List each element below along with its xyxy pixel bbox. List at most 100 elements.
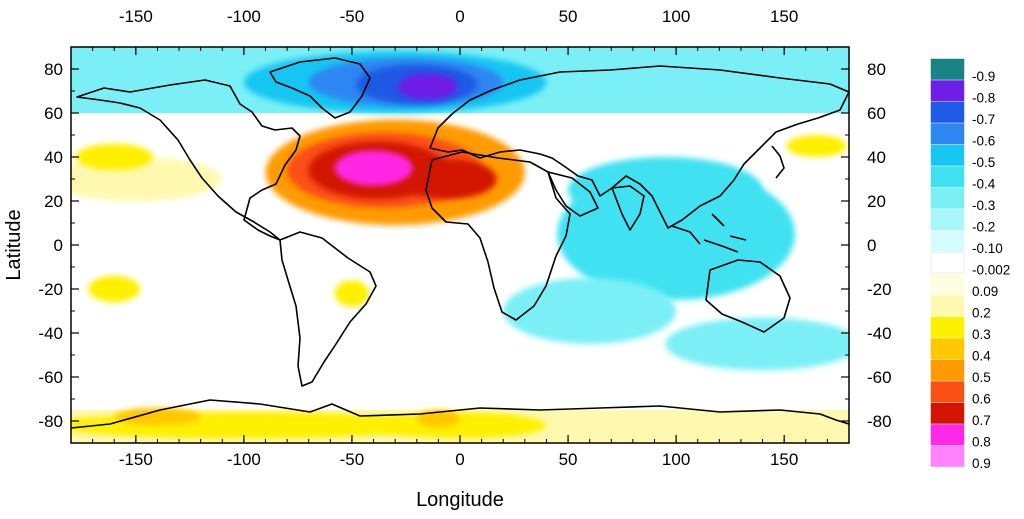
colorbar-label: 0.6 <box>972 392 991 407</box>
x-axis-label: Longitude <box>416 489 504 511</box>
south-america-coastline <box>279 231 377 387</box>
maritime-islands-coastline <box>671 213 747 253</box>
x-tick-label-bottom: 50 <box>559 450 578 469</box>
antarctica-coastline <box>71 399 849 429</box>
colorbar-swatch <box>930 123 965 145</box>
field-contour-8 <box>397 73 458 100</box>
colorbar-label: 0.3 <box>972 327 991 342</box>
colorbar-swatch <box>930 230 965 252</box>
y-tick-label-left: 60 <box>44 104 63 123</box>
axes: -150 -150 -100 -100 -50 -50 0 0 50 50 100 100 150 150… <box>38 7 891 469</box>
colorbar-swatch <box>930 187 965 209</box>
colorbar-label: 0.5 <box>972 370 991 385</box>
colorbar-label: -0.4 <box>972 177 996 192</box>
y-tick-label-left: 40 <box>44 148 63 167</box>
colorbar-swatch <box>930 316 965 338</box>
field-contour-19 <box>114 407 201 426</box>
field-contour-16 <box>88 275 141 303</box>
colorbar-label: 0.7 <box>972 413 991 428</box>
colorbar: -0.9 -0.8 -0.7 -0.6 -0.5 -0.4 -0.3 -0.2 -0.10 -0.… <box>930 58 1010 471</box>
colorbar-swatch <box>930 101 965 123</box>
colorbar-swatch <box>930 402 965 424</box>
y-tick-label-right: 80 <box>867 60 886 79</box>
colorbar-swatch <box>930 359 965 381</box>
colorbar-label: 0.2 <box>972 306 991 321</box>
field-contour-14 <box>75 143 154 171</box>
coastlines <box>71 57 849 429</box>
colorbar-swatch <box>930 445 965 467</box>
eurasia-coastline <box>429 65 849 229</box>
x-tick-label-top: -100 <box>227 7 261 26</box>
y-tick-label-left: -40 <box>38 324 63 343</box>
x-tick-label-bottom: 100 <box>662 450 690 469</box>
y-tick-label-left: -80 <box>38 412 63 431</box>
y-tick-label-right: -20 <box>867 280 892 299</box>
y-axis-label: Latitude <box>3 209 25 280</box>
y-tick-label-right: -40 <box>867 324 892 343</box>
y-tick-label-left: 20 <box>44 192 63 211</box>
x-tick-label-bottom: -50 <box>340 450 365 469</box>
y-tick-label-left: -60 <box>38 368 63 387</box>
colorbar-swatch <box>930 424 965 446</box>
x-tick-label-top: 150 <box>770 7 798 26</box>
colorbar-label: -0.3 <box>972 198 995 213</box>
colorbar-label: -0.2 <box>972 220 995 235</box>
colorbar-label: -0.9 <box>972 69 995 84</box>
y-tick-label-right: 60 <box>867 104 886 123</box>
y-tick-label-left: 0 <box>54 236 63 255</box>
field-contour-20 <box>373 412 547 439</box>
field-contour-22 <box>589 414 849 437</box>
x-tick-label-bottom: -150 <box>119 450 153 469</box>
x-tick-label-top: 100 <box>662 7 690 26</box>
field-contour-15 <box>786 135 847 157</box>
greenland-coastline <box>269 57 371 119</box>
field-contour-10 <box>568 157 763 223</box>
field-contour-4 <box>334 150 413 186</box>
colorbar-label: -0.8 <box>972 91 995 106</box>
field-contour-11 <box>503 278 677 344</box>
x-tick-label-bottom: -100 <box>227 450 261 469</box>
y-tick-label-left: -20 <box>38 280 63 299</box>
x-tick-label-top: -50 <box>340 7 365 26</box>
colorbar-swatch <box>930 209 965 231</box>
colorbar-swatch <box>930 80 965 102</box>
colorbar-label: 0.09 <box>972 284 998 299</box>
colorbar-swatch <box>930 252 965 274</box>
colorbar-label: 0.9 <box>972 456 991 471</box>
colorbar-swatch <box>930 338 965 360</box>
y-tick-label-left: 80 <box>44 60 63 79</box>
field-contour-17 <box>334 280 370 307</box>
x-tick-label-top: 0 <box>455 7 464 26</box>
colorbar-swatch <box>930 273 965 295</box>
y-tick-label-right: 40 <box>867 148 886 167</box>
y-tick-label-right: 20 <box>867 192 886 211</box>
field-contour-12 <box>665 317 849 371</box>
colorbar-swatch <box>930 166 965 188</box>
north-america-coastline <box>76 79 301 241</box>
colorbar-label: -0.7 <box>972 112 995 127</box>
colorbar-label: 0.8 <box>972 435 991 450</box>
colorbar-swatch <box>930 58 965 80</box>
colorbar-label: -0.6 <box>972 134 995 149</box>
x-tick-label-top: 50 <box>559 7 578 26</box>
colorbar-swatch <box>930 381 965 403</box>
y-tick-label-right: -80 <box>867 412 892 431</box>
y-tick-label-right: -60 <box>867 368 892 387</box>
colorbar-label: -0.10 <box>972 241 1003 256</box>
india-coastline <box>611 185 645 231</box>
colorbar-swatch <box>930 144 965 166</box>
x-tick-label-bottom: 0 <box>455 450 464 469</box>
colorbar-label: 0.4 <box>972 349 991 364</box>
colorbar-swatch <box>930 295 965 317</box>
y-tick-label-right: 0 <box>867 236 876 255</box>
africa-coastline <box>425 151 571 321</box>
colorbar-label: -0.002 <box>972 263 1010 278</box>
x-tick-label-bottom: 150 <box>770 450 798 469</box>
australia-coastline <box>705 259 791 333</box>
field-contour-21 <box>416 410 460 428</box>
x-tick-label-top: -150 <box>119 7 153 26</box>
arabia-coastline <box>547 171 599 217</box>
japan-coastline <box>771 145 785 179</box>
field-contour-3 <box>401 159 497 199</box>
